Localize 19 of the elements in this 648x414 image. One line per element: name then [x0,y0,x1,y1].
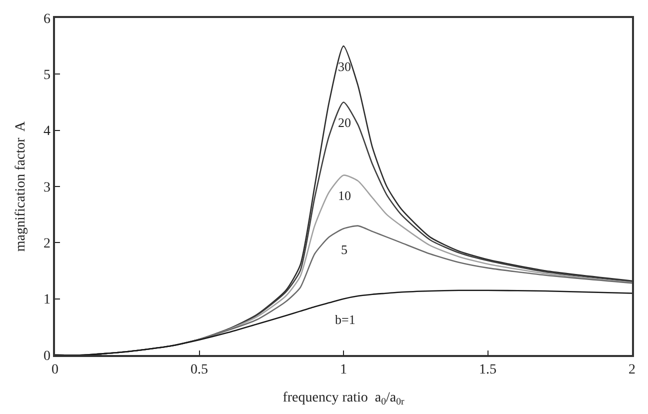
x-tick-label: 1 [340,362,347,378]
x-axis-title: frequency ratio a$_{0}$/a$_{0r}$ [282,390,405,408]
series-label: b=1 [335,312,356,327]
x-tick-label: 2 [628,362,636,378]
y-axis-title: magnification factor A [14,120,29,252]
y-tick-label: 3 [43,180,50,196]
series-label: 10 [338,188,351,203]
series-label: 20 [338,115,351,130]
series-label: 30 [338,59,351,74]
x-tick-label: 0.5 [190,362,208,378]
y-tick-label: 5 [43,68,50,84]
y-tick-label: 2 [43,236,50,252]
y-tick-label: 0 [43,348,50,364]
y-tick-label: 4 [43,124,50,140]
y-tick-label: 1 [43,292,50,308]
line-series [55,290,632,355]
x-tick-label: 1.5 [479,362,496,378]
series-label: 5 [341,242,348,257]
y-tick-label: 6 [43,12,50,27]
